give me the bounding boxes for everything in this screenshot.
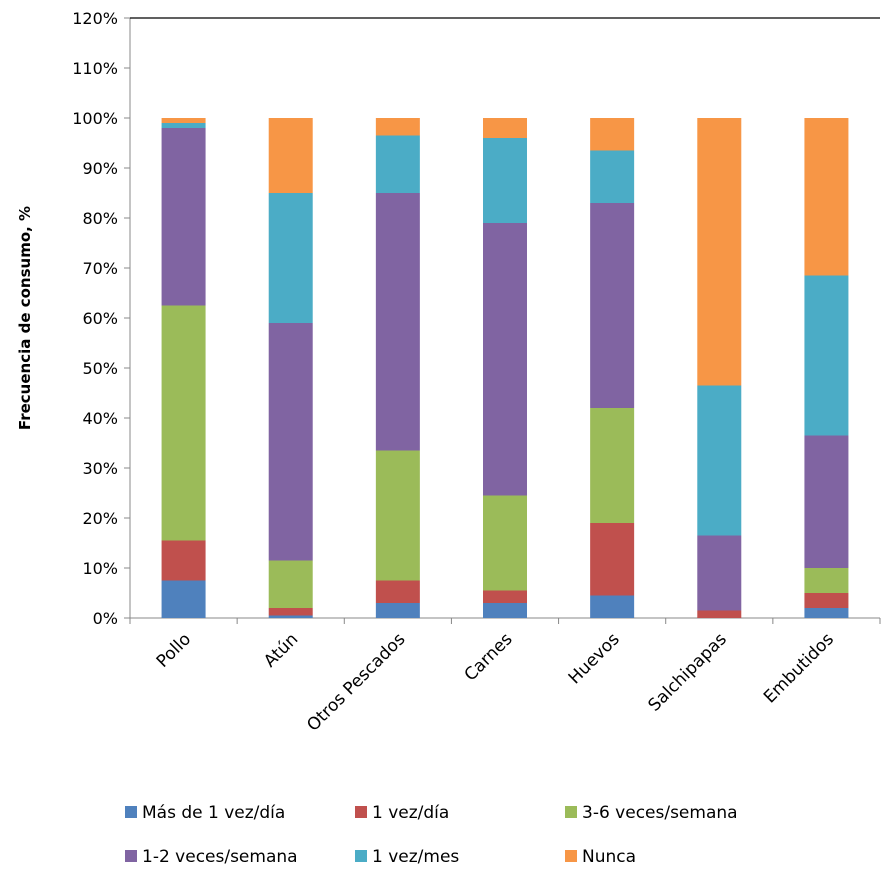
y-tick-label: 110%: [72, 59, 118, 78]
bar-segment: [804, 568, 849, 593]
bar-segment: [375, 135, 420, 193]
legend-swatch: [355, 850, 367, 862]
bar-segment: [804, 593, 849, 608]
bar-segment: [161, 540, 206, 581]
bar-segment: [268, 608, 313, 616]
legend-label: Nunca: [582, 847, 636, 867]
bar-segment: [161, 118, 206, 123]
legend-label: 3-6 veces/semana: [582, 803, 738, 823]
y-axis-label: Frecuencia de consumo, %: [16, 206, 34, 430]
bar-segment: [590, 203, 635, 408]
bar-segment: [375, 193, 420, 451]
y-tick-label: 20%: [82, 509, 118, 528]
bar-segment: [483, 118, 527, 138]
x-category-label: Carnes: [461, 629, 517, 685]
bar-segment: [375, 580, 420, 603]
bar-segment: [161, 580, 206, 618]
bar-segment: [268, 615, 313, 618]
bar-segment: [590, 523, 635, 596]
bar-segment: [697, 610, 742, 618]
bar-segment: [804, 118, 849, 276]
legend-swatch: [125, 850, 137, 862]
legend-label: 1-2 veces/semana: [142, 847, 298, 867]
bar-segment: [483, 223, 527, 496]
bar-segment: [483, 590, 527, 603]
bar-segment: [268, 560, 313, 608]
bar-segment: [375, 118, 420, 136]
x-category-label: Embutidos: [760, 629, 838, 707]
y-tick-label: 50%: [82, 359, 118, 378]
bar-segment: [697, 535, 742, 611]
bar-segment: [804, 275, 849, 436]
bar-segment: [375, 450, 420, 581]
y-tick-label: 60%: [82, 309, 118, 328]
bar-segment: [697, 118, 742, 386]
bar-segment: [697, 385, 742, 536]
bar-segment: [161, 128, 206, 306]
legend-label: 1 vez/mes: [372, 847, 459, 867]
x-category-label: Otros Pescados: [303, 629, 409, 735]
bar-segment: [590, 595, 635, 618]
bar-segment: [268, 323, 313, 561]
legend-swatch: [565, 806, 577, 818]
bar-segment: [804, 435, 849, 568]
x-category-label: Pollo: [153, 629, 195, 671]
bars-group: [161, 118, 849, 618]
bar-segment: [375, 603, 420, 618]
y-tick-label: 90%: [82, 159, 118, 178]
bar-segment: [268, 118, 313, 193]
x-category-label: Salchipapas: [645, 629, 731, 715]
bar-segment: [483, 603, 527, 618]
y-tick-label: 100%: [72, 109, 118, 128]
bar-segment: [483, 138, 527, 223]
x-axis-ticks: Pollo Atún Otros Pescados Carnes Huevos Salch…: [129, 618, 881, 736]
x-category-label: Huevos: [565, 629, 624, 688]
legend: Más de 1 vez/día 1 vez/día 3-6 veces/seman…: [125, 803, 738, 867]
legend-label: Más de 1 vez/día: [142, 803, 285, 823]
y-tick-label: 10%: [82, 559, 118, 578]
legend-swatch: [355, 806, 367, 818]
bar-segment: [483, 495, 527, 591]
bar-segment: [268, 193, 313, 323]
bar-segment: [804, 608, 849, 618]
y-tick-label: 80%: [82, 209, 118, 228]
y-tick-label: 40%: [82, 409, 118, 428]
bar-segment: [590, 150, 635, 203]
y-tick-label: 70%: [82, 259, 118, 278]
y-tick-label: 120%: [72, 9, 118, 28]
bar-segment: [590, 408, 635, 523]
legend-swatch: [565, 850, 577, 862]
legend-label: 1 vez/día: [372, 803, 449, 823]
bar-segment: [161, 123, 206, 128]
y-tick-label: 30%: [82, 459, 118, 478]
x-category-label: Atún: [260, 629, 302, 671]
y-tick-label: 0%: [93, 609, 118, 628]
y-axis-ticks: 0% 10% 20% 30% 40% 50% 60% 70% 80% 90% 100% 110% 120…: [72, 9, 130, 628]
bar-segment: [161, 305, 206, 541]
legend-swatch: [125, 806, 137, 818]
bar-segment: [590, 118, 635, 151]
